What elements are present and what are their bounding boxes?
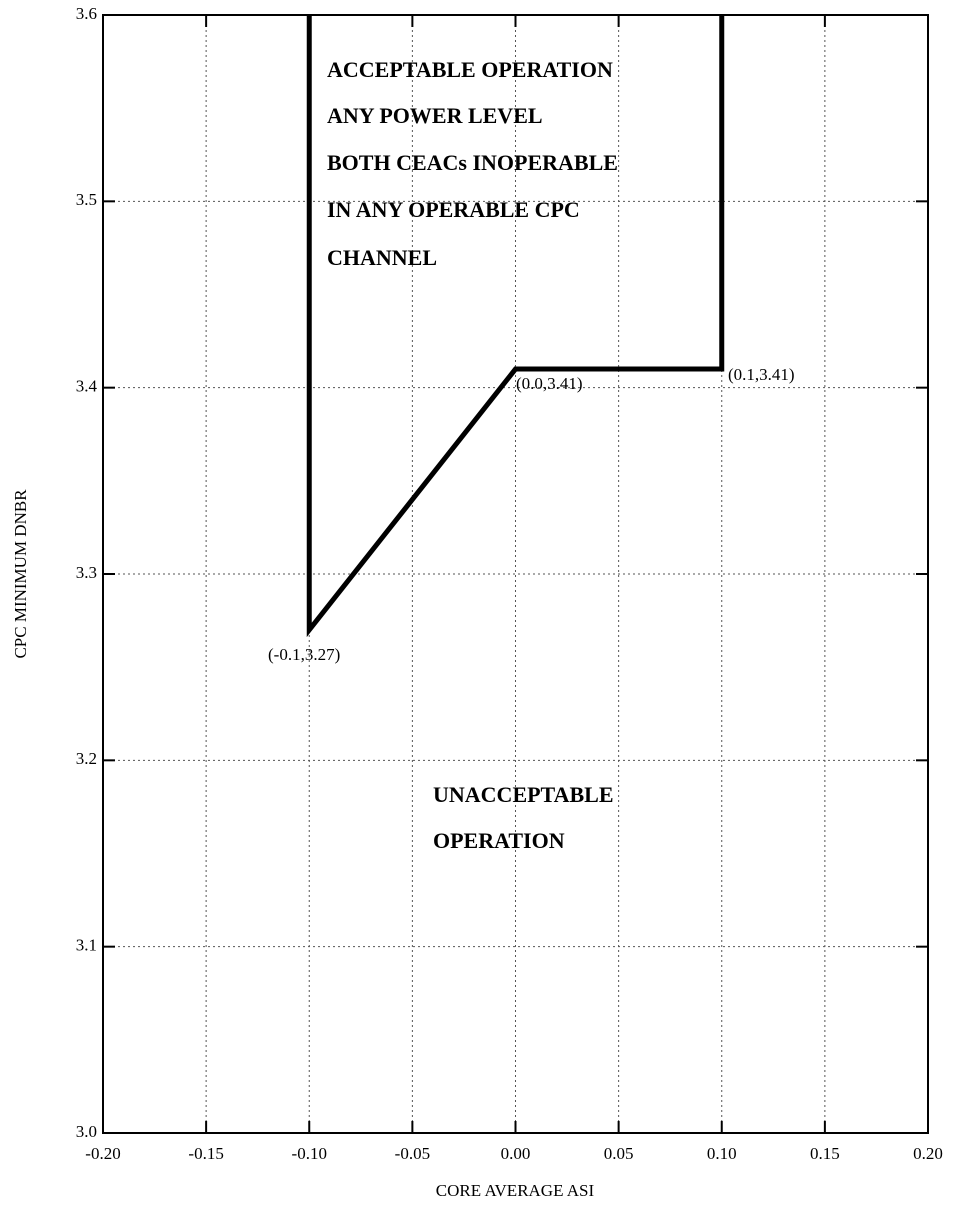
annotation: ANY POWER LEVEL [327, 103, 543, 128]
annotation: (0.0,3.41) [516, 374, 583, 393]
y-tick-label: 3.5 [76, 190, 97, 209]
x-tick-label: 0.05 [604, 1144, 634, 1163]
line [306, 15, 725, 638]
y-tick-label: 3.3 [76, 563, 97, 582]
annotation: ACCEPTABLE OPERATION [327, 57, 613, 82]
x-tick-label: 0.00 [501, 1144, 531, 1163]
annotation: IN ANY OPERABLE CPC [327, 197, 580, 222]
x-tick-label: 0.10 [707, 1144, 737, 1163]
x-tick-label: 0.20 [913, 1144, 943, 1163]
x-tick-label: -0.05 [395, 1144, 430, 1163]
annotation: (0.1,3.41) [728, 365, 795, 384]
y-tick-label: 3.4 [76, 377, 98, 396]
y-axis-label: CPC MINIMUM DNBR [11, 489, 30, 659]
y-tick-label: 3.0 [76, 1122, 97, 1141]
x-tick-label: -0.15 [188, 1144, 223, 1163]
plot-frame [102, 14, 929, 1134]
x-tick-label: 0.15 [810, 1144, 840, 1163]
y-tick-label: 3.2 [76, 749, 97, 768]
y-tick-label: 3.1 [76, 936, 97, 955]
annotation: (-0.1,3.27) [268, 645, 340, 664]
annotation: BOTH CEACs INOPERABLE [327, 150, 618, 175]
x-tick-label: -0.20 [85, 1144, 120, 1163]
annotation: UNACCEPTABLE [433, 782, 614, 807]
x-axis-label: CORE AVERAGE ASI [436, 1181, 595, 1200]
annotation: OPERATION [433, 828, 565, 853]
y-tick-label: 3.6 [76, 4, 97, 23]
annotation: CHANNEL [327, 245, 437, 270]
x-tick-label: -0.10 [292, 1144, 327, 1163]
